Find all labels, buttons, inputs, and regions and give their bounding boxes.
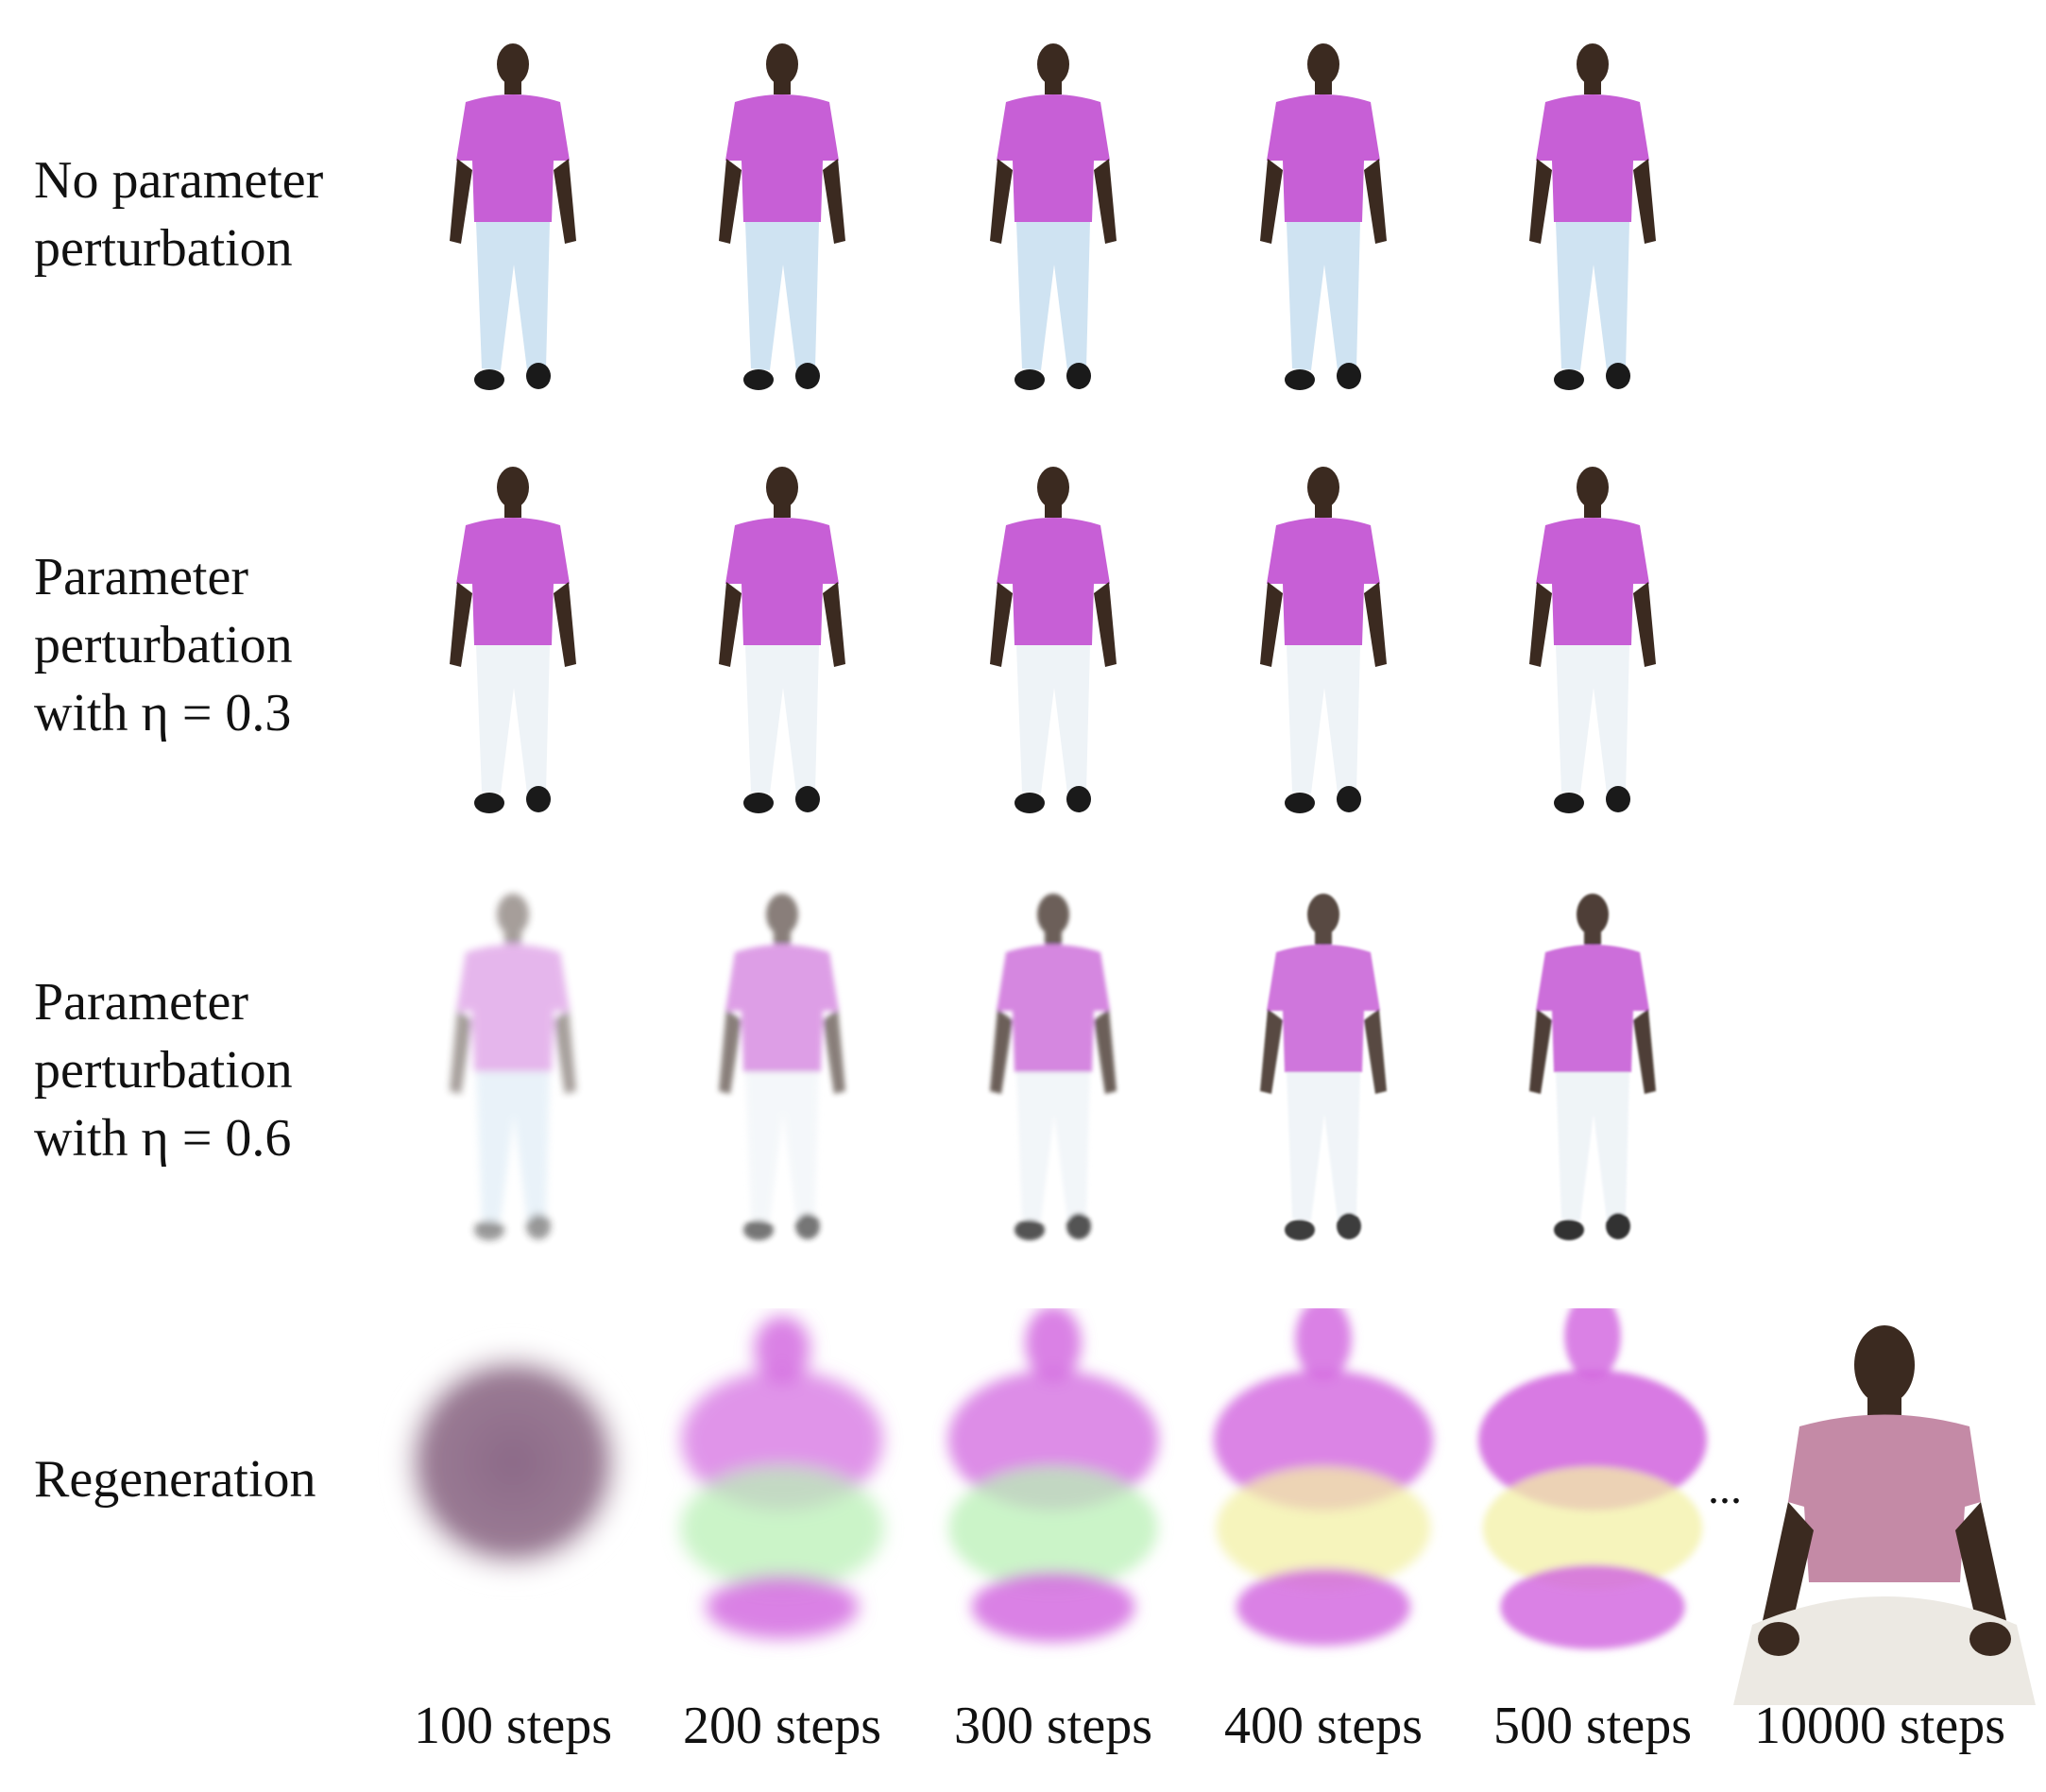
col-label-100: 100 steps (414, 1697, 612, 1755)
render-r1-c1 (376, 28, 650, 435)
render-r2-c1 (376, 452, 650, 858)
regeneration-final-image (1733, 1313, 2036, 1705)
row-label-line: perturbation (34, 1041, 293, 1100)
row-label-line: Parameter (34, 973, 248, 1032)
row-label-line: perturbation (34, 616, 293, 674)
row-label-line: Parameter (34, 548, 248, 606)
row-label-line: No parameter (34, 151, 324, 210)
row-label-line: with η = 0.6 (34, 1109, 292, 1168)
render-r1-c5 (1456, 28, 1730, 435)
col-label-400: 400 steps (1224, 1697, 1423, 1755)
regeneration-c2 (645, 1308, 919, 1686)
render-r2-c5 (1456, 452, 1730, 858)
regeneration-c5 (1456, 1308, 1730, 1686)
row-label-line: with η = 0.3 (34, 684, 292, 742)
row-label-no-perturbation: No parameter perturbation (34, 146, 323, 282)
row-label-eta-06: Parameter perturbation with η = 0.6 (34, 968, 293, 1172)
col-label-200: 200 steps (683, 1697, 881, 1755)
regeneration-c1 (376, 1308, 650, 1686)
col-label-300: 300 steps (954, 1697, 1152, 1755)
render-r1-c3 (916, 28, 1190, 435)
render-r3-c5 (1456, 879, 1730, 1285)
regeneration-c3 (916, 1308, 1190, 1686)
render-r3-c2 (645, 879, 919, 1285)
render-r3-c3 (916, 879, 1190, 1285)
regeneration-c4 (1186, 1308, 1460, 1686)
render-r3-c4 (1186, 879, 1460, 1285)
col-label-500: 500 steps (1493, 1697, 1692, 1755)
render-r2-c2 (645, 452, 919, 858)
render-r3-c1 (376, 879, 650, 1285)
render-r2-c4 (1186, 452, 1460, 858)
row-label-line: perturbation (34, 219, 293, 278)
row-label-regeneration: Regeneration (34, 1445, 316, 1513)
row-label-eta-03: Parameter perturbation with η = 0.3 (34, 543, 293, 747)
render-r1-c2 (645, 28, 919, 435)
render-r2-c3 (916, 452, 1190, 858)
row-label-line: Regeneration (34, 1450, 316, 1509)
col-label-10000: 10000 steps (1754, 1697, 2005, 1755)
ellipsis: ... (1708, 1463, 1742, 1513)
render-r1-c4 (1186, 28, 1460, 435)
